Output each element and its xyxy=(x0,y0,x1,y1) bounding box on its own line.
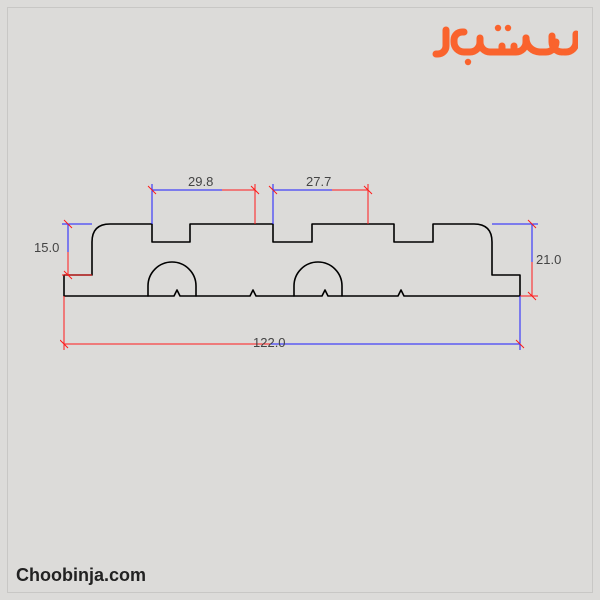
dim-27-7 xyxy=(269,184,372,224)
dim-122-0 xyxy=(60,296,524,350)
site-url: Choobinja.com xyxy=(16,565,146,586)
dim-15-0 xyxy=(62,220,92,279)
dim-29-8 xyxy=(148,184,259,224)
technical-drawing xyxy=(60,170,560,435)
brand-logo xyxy=(428,24,578,70)
dim-label-21-0: 21.0 xyxy=(536,252,561,267)
dim-label-27-7: 27.7 xyxy=(306,174,331,189)
dim-21-0 xyxy=(492,220,538,300)
profile-outline xyxy=(64,224,520,296)
dim-label-122-0: 122.0 xyxy=(253,335,286,350)
dim-label-15-0: 15.0 xyxy=(34,240,59,255)
canvas: 29.8 27.7 15.0 21.0 122.0 Choobinja.com xyxy=(0,0,600,600)
dim-label-29-8: 29.8 xyxy=(188,174,213,189)
